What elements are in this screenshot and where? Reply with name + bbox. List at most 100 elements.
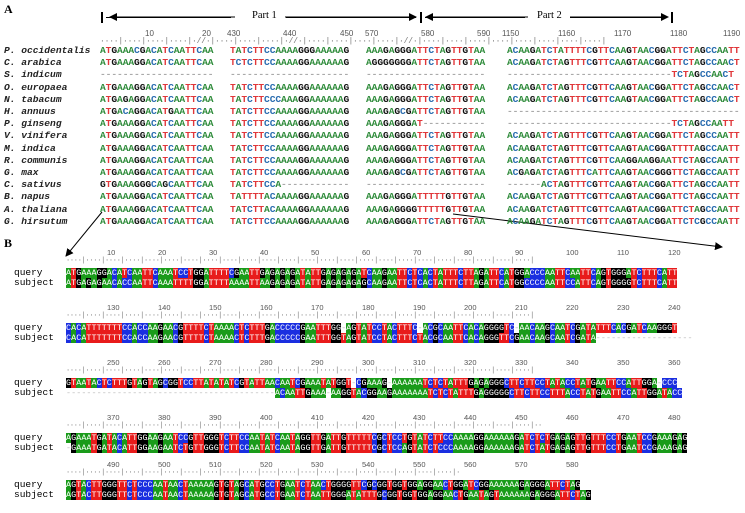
ruler-tick: 90	[515, 248, 524, 257]
subject-sequence: ----------------------------------------…	[66, 388, 683, 398]
query-label: query	[14, 432, 43, 443]
sequence-segment: AAAGAGGGATTTTTGTTGTAA	[366, 191, 486, 203]
sequence-segment: AAAGAGGGATTCTAGTTGTAA	[366, 154, 486, 166]
part-divider-bar	[420, 12, 422, 23]
ruler-tick: 120	[668, 248, 681, 257]
species-name: G. max	[4, 167, 39, 178]
species-name: O. europaea	[4, 81, 68, 93]
ruler-dots: ····|····|····|····|····|····|····|····|…	[66, 367, 535, 375]
ruler-tick: 180	[362, 303, 375, 312]
sequence-segment: ATGACAGGACATGAATTCAA	[100, 106, 214, 117]
query-sequence: CACATTTTTTTCCACCAAGAACGTTTTCTAAAACTCTTTG…	[66, 323, 678, 333]
sequence-segment: ACAAGATCTAGTTTCGTTCAAGTAACGGATTCTAGCCAAC…	[507, 93, 740, 105]
ruler-tick: 230	[617, 303, 630, 312]
sequence-segment: ACAAGATCTAGTTTCGTTCAAGGAAGGAATTCTAGCCAAT…	[507, 154, 740, 166]
sequence-segment: ---------------------	[366, 179, 486, 191]
sequence-segment: ATGAAAGGACATCAATTCAA	[100, 130, 214, 142]
sequence-segment: ----------------------------------------…	[507, 106, 740, 117]
part1-start-bar	[101, 12, 103, 23]
species-name: V. vinifera	[4, 130, 68, 142]
ruler-tick: 140	[158, 303, 171, 312]
ruler-tick: 450	[515, 413, 528, 422]
species-name: M. indica	[4, 142, 56, 154]
sequence-segment: AGGGGGGGATTCTAGTTGTAA	[366, 57, 486, 69]
sequence-segment: ACAAGATCTAGTTTCGTTCAAGTAACGGATTCTAGCCAAC…	[507, 57, 740, 69]
sequence-segment: ATGAAAGGACATCAATTCAA	[100, 167, 214, 178]
sequence-segment: ATGAAAGGACATCAATTCAA	[100, 203, 214, 215]
sequence-segment: AAAGAGGGATTCTAGTTGTAA	[366, 215, 486, 227]
ruler-tick: 290	[311, 358, 324, 367]
subject-label: subject	[14, 442, 54, 453]
sequence-segment: -----------------------------TCTAGCCAACT	[507, 69, 734, 81]
sequence-segment: ATGAAAGGACATCAATTCAA	[100, 191, 214, 203]
sequence-segment: ATGAAAGGACATCAATTCAA	[100, 118, 214, 130]
species-name: P. ginseng	[4, 118, 62, 130]
species-name: G. hirsutum	[4, 215, 68, 227]
panel-b-label: B	[4, 236, 13, 250]
sequence-segment: TATTTTACAAAAGGAAAAAAG	[230, 191, 350, 203]
sequence-segment: ------ACTAGTTTCGTTCAAGTAACGGATTCTAGCCAAT…	[507, 179, 740, 191]
sequence-segment: TATCTTCCAAAAGGAAAAAAG	[230, 81, 350, 93]
query-label: query	[14, 479, 43, 490]
ruler-tick: 210	[515, 303, 528, 312]
ruler-tick: 220	[566, 303, 579, 312]
ruler-tick: 10	[145, 29, 154, 38]
sequence-segment: ATGAAACGACATCAATTCAA	[100, 45, 214, 56]
ruler-tick: 80	[464, 248, 473, 257]
species-name: A. thaliana	[4, 203, 68, 215]
ruler-tick: 20	[202, 29, 211, 38]
species-name: C. arabica	[4, 57, 62, 69]
sequence-segment: TCTCTTCCAAAAGGAAAAAAG	[230, 57, 350, 69]
sequence-segment: TATCTTCCAAAAGGAAAAAAG	[230, 154, 350, 166]
sequence-segment: TATCTTCCA------------	[230, 179, 350, 191]
query-label: query	[14, 322, 43, 333]
part2-end-bar	[671, 12, 673, 23]
ruler-tick: 200	[464, 303, 477, 312]
sequence-segment: AAAGAGCGATTCTAGTTGTAA	[366, 167, 486, 178]
subject-label: subject	[14, 387, 54, 398]
species-name: H. annuus	[4, 106, 56, 117]
subject-label: subject	[14, 489, 54, 500]
ruler-dots: ····|····|····|····|····|····|····|····|…	[66, 257, 535, 265]
species-name: N. tabacum	[4, 93, 62, 105]
sequence-segment: ---------------------	[366, 69, 486, 81]
ruler-tick: 590	[477, 29, 491, 38]
ruler-tick: 150	[209, 303, 222, 312]
query-sequence: AGTACTTGGGTTCTCCCAATAACTAAAAAGTGTAGCATGC…	[66, 480, 581, 490]
sequence-segment: AAAGAGCGATTCTAGTTGTAA	[366, 106, 486, 117]
ruler-tick: 1150	[502, 29, 520, 38]
ruler-dots: ····|····|····|····|····|····|····|····|…	[66, 422, 542, 430]
sequence-segment: AAAGAGGGATTCTAGTTGTAA	[366, 93, 486, 105]
ruler-tick: 490	[107, 460, 120, 469]
ruler-tick: 350	[617, 358, 630, 367]
ruler-tick: 240	[668, 303, 681, 312]
sequence-segment: TATCTTCCAAAAGGAAAAAAG	[230, 118, 350, 130]
subject-sequence: CACATTTTTTTCCACCAAGAACGTTTTCTAAAACTCTTTG…	[66, 333, 693, 343]
ruler-tick: 170	[311, 303, 324, 312]
ruler-dots: ····|····|····|····|·//·|····|····|····|…	[100, 37, 607, 46]
species-name: C. sativus	[4, 179, 62, 191]
sequence-segment: AAAGAGGGATTCTAGTTGTAA	[366, 130, 486, 142]
ruler-tick: 60	[362, 248, 371, 257]
ruler-tick: 1170	[614, 29, 632, 38]
query-sequence: GTAATACTCTTTGTAGTAGCGGTCCTTATATATCGTATTA…	[66, 378, 678, 388]
sequence-segment: TATCTTCCAAAAGGAAAAAAG	[230, 167, 350, 178]
ruler-tick: 440	[464, 413, 477, 422]
ruler-tick: 480	[668, 413, 681, 422]
sequence-segment: ---------------------	[230, 69, 350, 81]
query-sequence: AGAAATGATACATTGGAAGAATCCGTTGGGTCTTCCAATA…	[66, 433, 688, 443]
ruler-tick: 1190	[723, 29, 741, 38]
ruler-tick: 100	[566, 248, 579, 257]
ruler-tick: 580	[566, 460, 579, 469]
query-sequence: ATGAAAGGACATCAATTCAAATCCTGGATTTTCGAATTGA…	[66, 268, 678, 278]
sequence-segment: ACAAGATCTAGTTTCGTTCAAGTAACGGATTTTAGCCAAT…	[507, 142, 740, 154]
ruler-tick: 400	[260, 413, 273, 422]
sequence-segment: ACAAGATCTAGTTTCGTTCAAGTAACGGATTCTAGCCAAC…	[507, 81, 740, 93]
ruler-tick: 340	[566, 358, 579, 367]
ruler-tick: 530	[311, 460, 324, 469]
ruler-tick: 330	[515, 358, 528, 367]
sequence-segment: AAAGAGGGATTCTAGTTGTAA	[366, 45, 486, 56]
ruler-tick: 370	[107, 413, 120, 422]
subject-label: subject	[14, 277, 54, 288]
